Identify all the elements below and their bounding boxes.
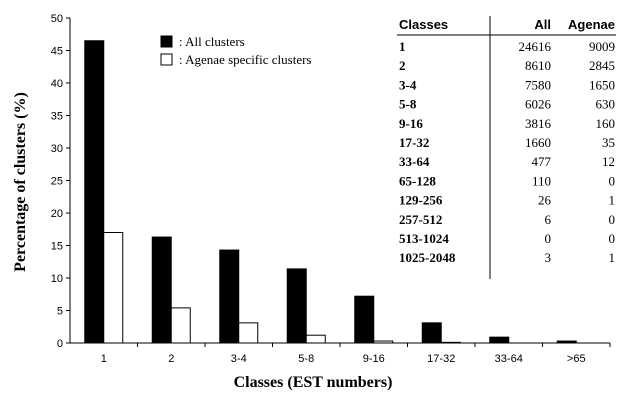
x-tick-label: 5-8 bbox=[298, 353, 314, 365]
table-cell-all: 3816 bbox=[525, 116, 552, 131]
table-cell-class: 1025-2048 bbox=[399, 250, 456, 265]
bar-agenae-clusters bbox=[170, 307, 191, 344]
y-tick-label: 40 bbox=[51, 78, 63, 90]
y-axis-title: Percentage of clusters (%) bbox=[12, 92, 29, 272]
table-cell-class: 129-256 bbox=[399, 193, 443, 208]
bar-agenae-clusters bbox=[373, 340, 394, 344]
table-cell-agenae: 2845 bbox=[589, 58, 615, 73]
table-cell-all: 0 bbox=[545, 231, 552, 246]
table-cell-agenae: 9009 bbox=[589, 39, 615, 54]
table-cell-class: 1 bbox=[399, 39, 406, 54]
table-header: All bbox=[534, 17, 551, 32]
bar-all-clusters bbox=[84, 40, 105, 344]
table-cell-class: 5-8 bbox=[399, 97, 417, 112]
y-tick-label: 10 bbox=[51, 273, 63, 285]
table-cell-agenae: 630 bbox=[596, 97, 616, 112]
table-cell-all: 6026 bbox=[525, 97, 552, 112]
legend-swatch bbox=[160, 53, 173, 66]
table-cell-class: 3-4 bbox=[399, 77, 417, 92]
table-header: Agenae bbox=[568, 17, 615, 32]
table-cell-agenae: 1650 bbox=[589, 77, 615, 92]
legend-label: : Agenae specific clusters bbox=[179, 52, 311, 67]
table-cell-agenae: 0 bbox=[609, 231, 616, 246]
bar-all-clusters bbox=[286, 268, 307, 344]
table-cell-agenae: 0 bbox=[609, 173, 616, 188]
table-cell-agenae: 35 bbox=[602, 135, 615, 150]
table-cell-agenae: 0 bbox=[609, 212, 616, 227]
bar-agenae-clusters bbox=[305, 334, 326, 344]
y-tick-label: 15 bbox=[51, 241, 63, 253]
table-cell-class: 257-512 bbox=[399, 212, 442, 227]
table-cell-all: 110 bbox=[532, 173, 551, 188]
y-tick-label: 30 bbox=[51, 143, 63, 155]
y-tick-label: 35 bbox=[51, 111, 63, 123]
legend: : All clusters : Agenae specific clusters bbox=[160, 34, 311, 67]
table-cell-agenae: 1 bbox=[609, 193, 616, 208]
table-header: Classes bbox=[399, 17, 448, 32]
x-tick-label: 3-4 bbox=[231, 353, 247, 365]
table-cell-class: 9-16 bbox=[399, 116, 423, 131]
table-cell-all: 7580 bbox=[525, 77, 551, 92]
table-cell-all: 6 bbox=[545, 212, 552, 227]
x-tick-label: 2 bbox=[168, 353, 174, 365]
data-table: Classes All Agenae 1 24616 9009 2 8610 2845 3-4 75… bbox=[397, 16, 616, 279]
table-cell-all: 26 bbox=[538, 193, 552, 208]
y-tick-label: 45 bbox=[51, 46, 63, 58]
table-cell-class: 17-32 bbox=[399, 135, 429, 150]
y-tick-label: 0 bbox=[57, 338, 63, 350]
bar-all-clusters bbox=[354, 295, 375, 344]
legend-label: : All clusters bbox=[179, 34, 245, 49]
bar-agenae-clusters bbox=[440, 341, 461, 344]
x-axis-title: Classes (EST numbers) bbox=[234, 374, 393, 391]
table-cell-agenae: 1 bbox=[609, 250, 616, 265]
x-tick-label: 1 bbox=[101, 353, 107, 365]
y-tick-label: 25 bbox=[51, 176, 63, 188]
bars bbox=[84, 40, 577, 344]
bar-all-clusters bbox=[556, 340, 577, 344]
table-cell-all: 3 bbox=[545, 250, 552, 265]
table-cell-class: 33-64 bbox=[399, 154, 430, 169]
x-tick-label: 9-16 bbox=[363, 353, 385, 365]
bar-all-clusters bbox=[421, 322, 442, 344]
bar-all-clusters bbox=[219, 249, 240, 344]
y-tick-label: 5 bbox=[57, 306, 63, 318]
x-tick-label: 33-64 bbox=[495, 353, 523, 365]
table-cell-agenae: 160 bbox=[596, 116, 616, 131]
table-cell-all: 477 bbox=[532, 154, 552, 169]
y-tick-label: 20 bbox=[51, 208, 63, 220]
bar-all-clusters bbox=[489, 336, 510, 344]
table-cell-class: 2 bbox=[399, 58, 406, 73]
table-cell-agenae: 12 bbox=[602, 154, 615, 169]
y-tick-label: 50 bbox=[51, 13, 63, 25]
table-cell-all: 8610 bbox=[525, 58, 551, 73]
table-cell-class: 513-1024 bbox=[399, 231, 449, 246]
table-cell-all: 24616 bbox=[519, 39, 552, 54]
bar-agenae-clusters bbox=[238, 322, 259, 344]
legend-swatch bbox=[160, 35, 173, 48]
bar-all-clusters bbox=[151, 236, 172, 344]
bar-agenae-clusters bbox=[103, 232, 124, 344]
table-cell-class: 65-128 bbox=[399, 173, 436, 188]
x-tick-label: >65 bbox=[567, 353, 586, 365]
table-cell-all: 1660 bbox=[525, 135, 551, 150]
x-tick-label: 17-32 bbox=[427, 353, 455, 365]
